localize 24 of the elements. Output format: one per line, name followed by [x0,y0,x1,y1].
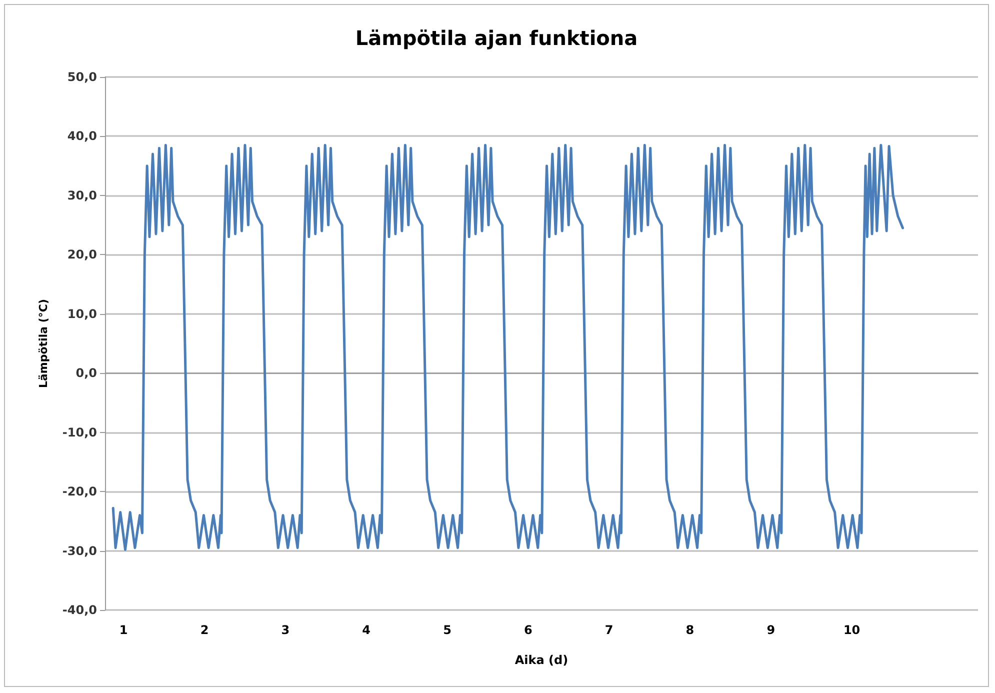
x-tick-label: 2 [200,623,209,637]
x-axis-title: Aika (d) [514,653,568,667]
x-tick-label: 1 [119,623,128,637]
line-series [112,144,904,551]
y-axis-title: Lämpötila (°C) [37,298,50,388]
y-tick-label: 0,0 [76,366,97,380]
y-tick-label: -20,0 [62,484,97,499]
y-tick-label: 50,0 [67,70,97,84]
y-tick-label: 30,0 [67,188,97,202]
y-tick-label: 10,0 [67,306,97,321]
x-tick-label: 8 [686,623,694,637]
y-tick-label: -40,0 [62,603,97,617]
x-tick-label: 10 [843,623,860,637]
x-tick-label: 5 [443,623,452,637]
x-tick-label: 6 [524,623,532,637]
chart-title: Lämpötila ajan funktiona [355,26,638,50]
x-tick-label: 4 [362,623,371,637]
y-tick-label: -10,0 [62,425,97,440]
x-tick-label: 3 [281,623,290,637]
y-tick-label: -30,0 [62,544,97,558]
x-tick-label: 7 [604,623,614,637]
y-tick-label: 40,0 [67,129,97,144]
y-tick-label: 20,0 [67,248,97,262]
x-tick-label: 9 [766,623,776,637]
